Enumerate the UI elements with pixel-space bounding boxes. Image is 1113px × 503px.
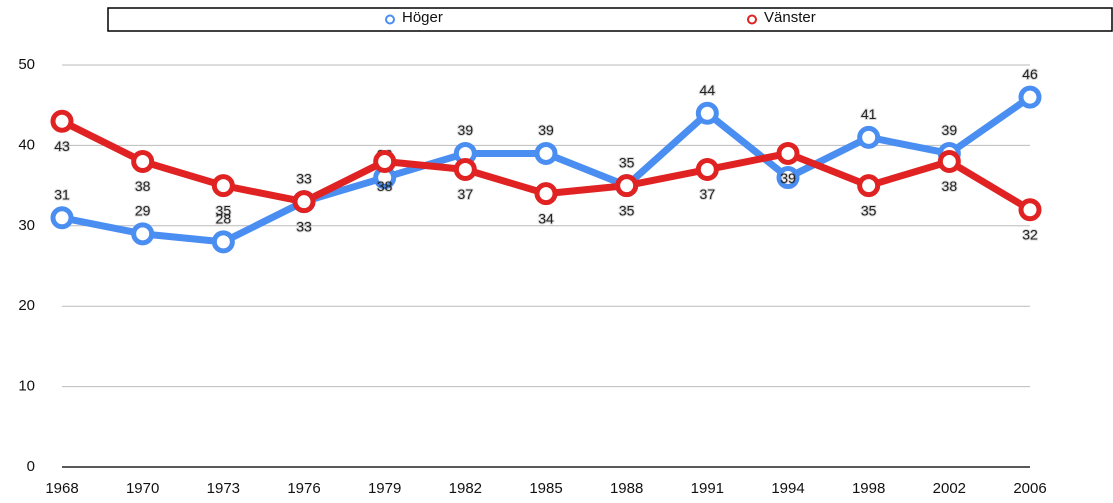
data-label: 38: [135, 178, 151, 194]
data-label: 33: [296, 218, 312, 234]
data-label: 43: [54, 138, 70, 154]
x-tick-label: 1970: [126, 480, 159, 497]
x-tick-label: 1994: [771, 480, 804, 497]
x-tick-label: 1991: [691, 480, 724, 497]
data-label: 31: [54, 186, 70, 202]
data-label: 39: [538, 122, 554, 138]
data-point: [131, 222, 155, 246]
x-tick-label: 1968: [45, 480, 78, 497]
data-label: 39: [458, 122, 474, 138]
data-point: [857, 125, 881, 149]
data-label: 46: [1022, 66, 1038, 82]
data-label: 35: [619, 202, 635, 218]
x-tick-label: 1985: [529, 480, 562, 497]
data-label: 44: [700, 82, 716, 98]
data-label: 39: [942, 122, 958, 138]
data-point: [50, 206, 74, 230]
data-point: [453, 158, 477, 182]
data-point: [373, 149, 397, 173]
data-point: [776, 166, 800, 190]
data-label: 35: [216, 202, 232, 218]
x-tick-label: 1998: [852, 480, 885, 497]
data-point: [131, 149, 155, 173]
data-label: 32: [1022, 226, 1038, 242]
data-label: 41: [861, 106, 877, 122]
x-tick-label: 1973: [207, 480, 240, 497]
legend-box: [107, 7, 1113, 32]
x-tick-label: 2006: [1013, 480, 1046, 497]
data-point: [615, 174, 639, 198]
legend-marker: [385, 14, 395, 25]
data-label: 37: [700, 186, 716, 202]
data-label: 38: [377, 178, 393, 194]
data-point: [937, 149, 961, 173]
y-tick-label: 30: [18, 217, 35, 234]
data-point: [776, 141, 800, 165]
y-tick-label: 40: [18, 136, 35, 153]
data-label: 35: [619, 154, 635, 170]
x-tick-label: 1976: [287, 480, 320, 497]
y-tick-label: 0: [27, 458, 35, 475]
data-point: [857, 174, 881, 198]
data-point: [292, 190, 316, 214]
data-point: [534, 182, 558, 206]
data-point: [211, 230, 235, 254]
data-point: [211, 174, 235, 198]
y-tick-label: 20: [18, 297, 35, 314]
x-tick-label: 1982: [449, 480, 482, 497]
data-point: [695, 101, 719, 125]
data-point: [695, 158, 719, 182]
data-label: 29: [135, 203, 151, 219]
y-tick-label: 10: [18, 378, 35, 395]
data-label: 37: [458, 186, 474, 202]
legend-label: Höger: [402, 9, 443, 26]
x-tick-label: 1988: [610, 480, 643, 497]
data-label: 35: [861, 202, 877, 218]
data-label: 39: [780, 170, 796, 186]
data-point: [534, 141, 558, 165]
data-label: 34: [538, 210, 554, 226]
data-point: [1018, 85, 1042, 109]
y-tick-label: 50: [18, 56, 35, 73]
x-tick-label: 1979: [368, 480, 401, 497]
data-point: [1018, 198, 1042, 222]
data-label: 33: [296, 170, 312, 186]
x-tick-label: 2002: [933, 480, 966, 497]
data-point: [50, 109, 74, 133]
legend-label: Vänster: [764, 9, 816, 26]
legend-marker: [747, 14, 757, 25]
data-label: 38: [942, 178, 958, 194]
data-label: 28: [216, 211, 232, 227]
